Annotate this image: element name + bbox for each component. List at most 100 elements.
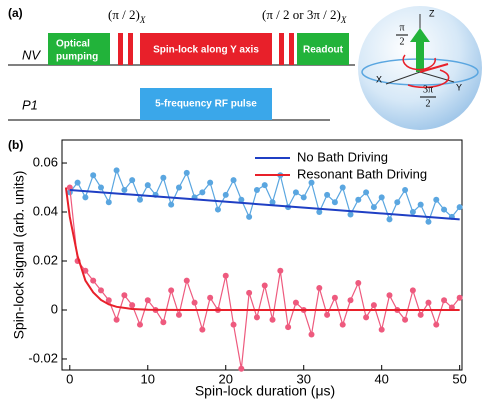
pulse-label: (π / 2)X bbox=[108, 7, 146, 25]
data-point bbox=[175, 184, 182, 191]
data-point bbox=[97, 287, 104, 294]
data-point bbox=[175, 311, 182, 318]
data-point bbox=[441, 297, 448, 304]
pulse-text: Readout bbox=[303, 45, 344, 56]
data-point bbox=[402, 186, 409, 193]
x-axis bbox=[385, 71, 421, 85]
data-point bbox=[82, 194, 89, 201]
legend-label: Resonant Bath Driving bbox=[297, 166, 427, 181]
data-point bbox=[144, 182, 151, 189]
data-point bbox=[300, 194, 307, 201]
data-point bbox=[433, 196, 440, 203]
data-point bbox=[90, 172, 97, 179]
data-point bbox=[370, 204, 377, 211]
angle-label: π bbox=[399, 22, 404, 33]
bloch-sphere: Z X Y π 2 3π 2 bbox=[358, 6, 482, 130]
data-point bbox=[261, 182, 268, 189]
data-point bbox=[261, 282, 268, 289]
angle-label: 2 bbox=[426, 98, 431, 109]
data-point bbox=[207, 179, 214, 186]
angle-label: 3π bbox=[423, 84, 433, 95]
data-point bbox=[74, 179, 81, 186]
optical-pulse bbox=[48, 33, 110, 65]
pi2-pulse bbox=[289, 33, 294, 65]
data-point bbox=[456, 204, 463, 211]
data-point bbox=[308, 179, 315, 186]
data-point bbox=[222, 191, 229, 198]
data-point bbox=[441, 206, 448, 213]
data-point bbox=[230, 177, 237, 184]
data-point bbox=[207, 294, 214, 301]
data-point bbox=[370, 302, 377, 309]
y-tick-label: 0.04 bbox=[33, 203, 58, 218]
data-point bbox=[378, 194, 385, 201]
data-point bbox=[324, 311, 331, 318]
data-point bbox=[425, 299, 432, 306]
data-point bbox=[386, 216, 393, 223]
x-tick-label: 40 bbox=[374, 371, 388, 386]
spin-vector bbox=[416, 40, 424, 72]
data-point bbox=[409, 287, 416, 294]
data-point bbox=[144, 297, 151, 304]
data-point bbox=[160, 319, 167, 326]
data-point bbox=[386, 292, 393, 299]
data-point bbox=[269, 316, 276, 323]
axis-label: Z bbox=[429, 8, 435, 18]
data-point bbox=[402, 316, 409, 323]
spin-arrow bbox=[410, 28, 430, 42]
data-point bbox=[363, 189, 370, 196]
data-point bbox=[222, 272, 229, 279]
data-point bbox=[105, 297, 112, 304]
plot-frame bbox=[61, 139, 463, 371]
x-tick-label: 10 bbox=[141, 371, 155, 386]
pulse-text: Optical bbox=[56, 39, 90, 50]
data-point bbox=[214, 206, 221, 213]
data-point bbox=[238, 196, 245, 203]
data-point bbox=[277, 267, 284, 274]
data-point bbox=[347, 297, 354, 304]
data-point bbox=[417, 311, 424, 318]
data-point bbox=[394, 199, 401, 206]
data-point bbox=[417, 201, 424, 208]
readout-pulse bbox=[297, 33, 349, 65]
panel-a: (a) NV P1 Optical pumping (π / 2)X Spin-… bbox=[8, 6, 355, 121]
data-point bbox=[253, 314, 260, 321]
x-axis-title: Spin-lock duration (μs) bbox=[195, 383, 335, 399]
y-tick-label: 0.06 bbox=[33, 154, 58, 169]
pulse-text: 5-frequency RF pulse bbox=[155, 99, 257, 110]
panel-b: (b) Spin-lock duration (μs) Spin-lock si… bbox=[8, 138, 467, 399]
pulse-label: (π / 2 or 3π / 2)X bbox=[262, 7, 347, 25]
data-point bbox=[331, 199, 338, 206]
data-point bbox=[191, 299, 198, 306]
data-point bbox=[363, 314, 370, 321]
spin-lock-pulse bbox=[140, 33, 272, 65]
data-point bbox=[168, 201, 175, 208]
axis-label: X bbox=[376, 74, 382, 84]
x-tick-label: 20 bbox=[219, 371, 233, 386]
y-axis-title: Spin-lock signal (arb. units) bbox=[11, 171, 27, 340]
data-point bbox=[269, 199, 276, 206]
data-point bbox=[253, 186, 260, 193]
data-point bbox=[113, 316, 120, 323]
nv-label: NV bbox=[22, 47, 41, 62]
y-tick-label: 0 bbox=[51, 301, 58, 316]
data-point bbox=[347, 211, 354, 218]
data-point bbox=[409, 209, 416, 216]
field-vector bbox=[419, 63, 449, 73]
data-point bbox=[105, 199, 112, 206]
angle-label: 2 bbox=[400, 36, 405, 47]
data-point bbox=[246, 289, 253, 296]
data-point bbox=[129, 177, 136, 184]
data-point bbox=[183, 277, 190, 284]
data-point bbox=[168, 287, 175, 294]
data-point bbox=[199, 189, 206, 196]
rotation bbox=[407, 69, 450, 89]
data-point bbox=[324, 191, 331, 198]
data-point bbox=[66, 184, 73, 191]
p1-label: P1 bbox=[22, 97, 38, 112]
data-point bbox=[355, 280, 362, 287]
panel-label: (a) bbox=[8, 6, 23, 20]
data-point bbox=[316, 209, 323, 216]
data-point bbox=[136, 321, 143, 328]
